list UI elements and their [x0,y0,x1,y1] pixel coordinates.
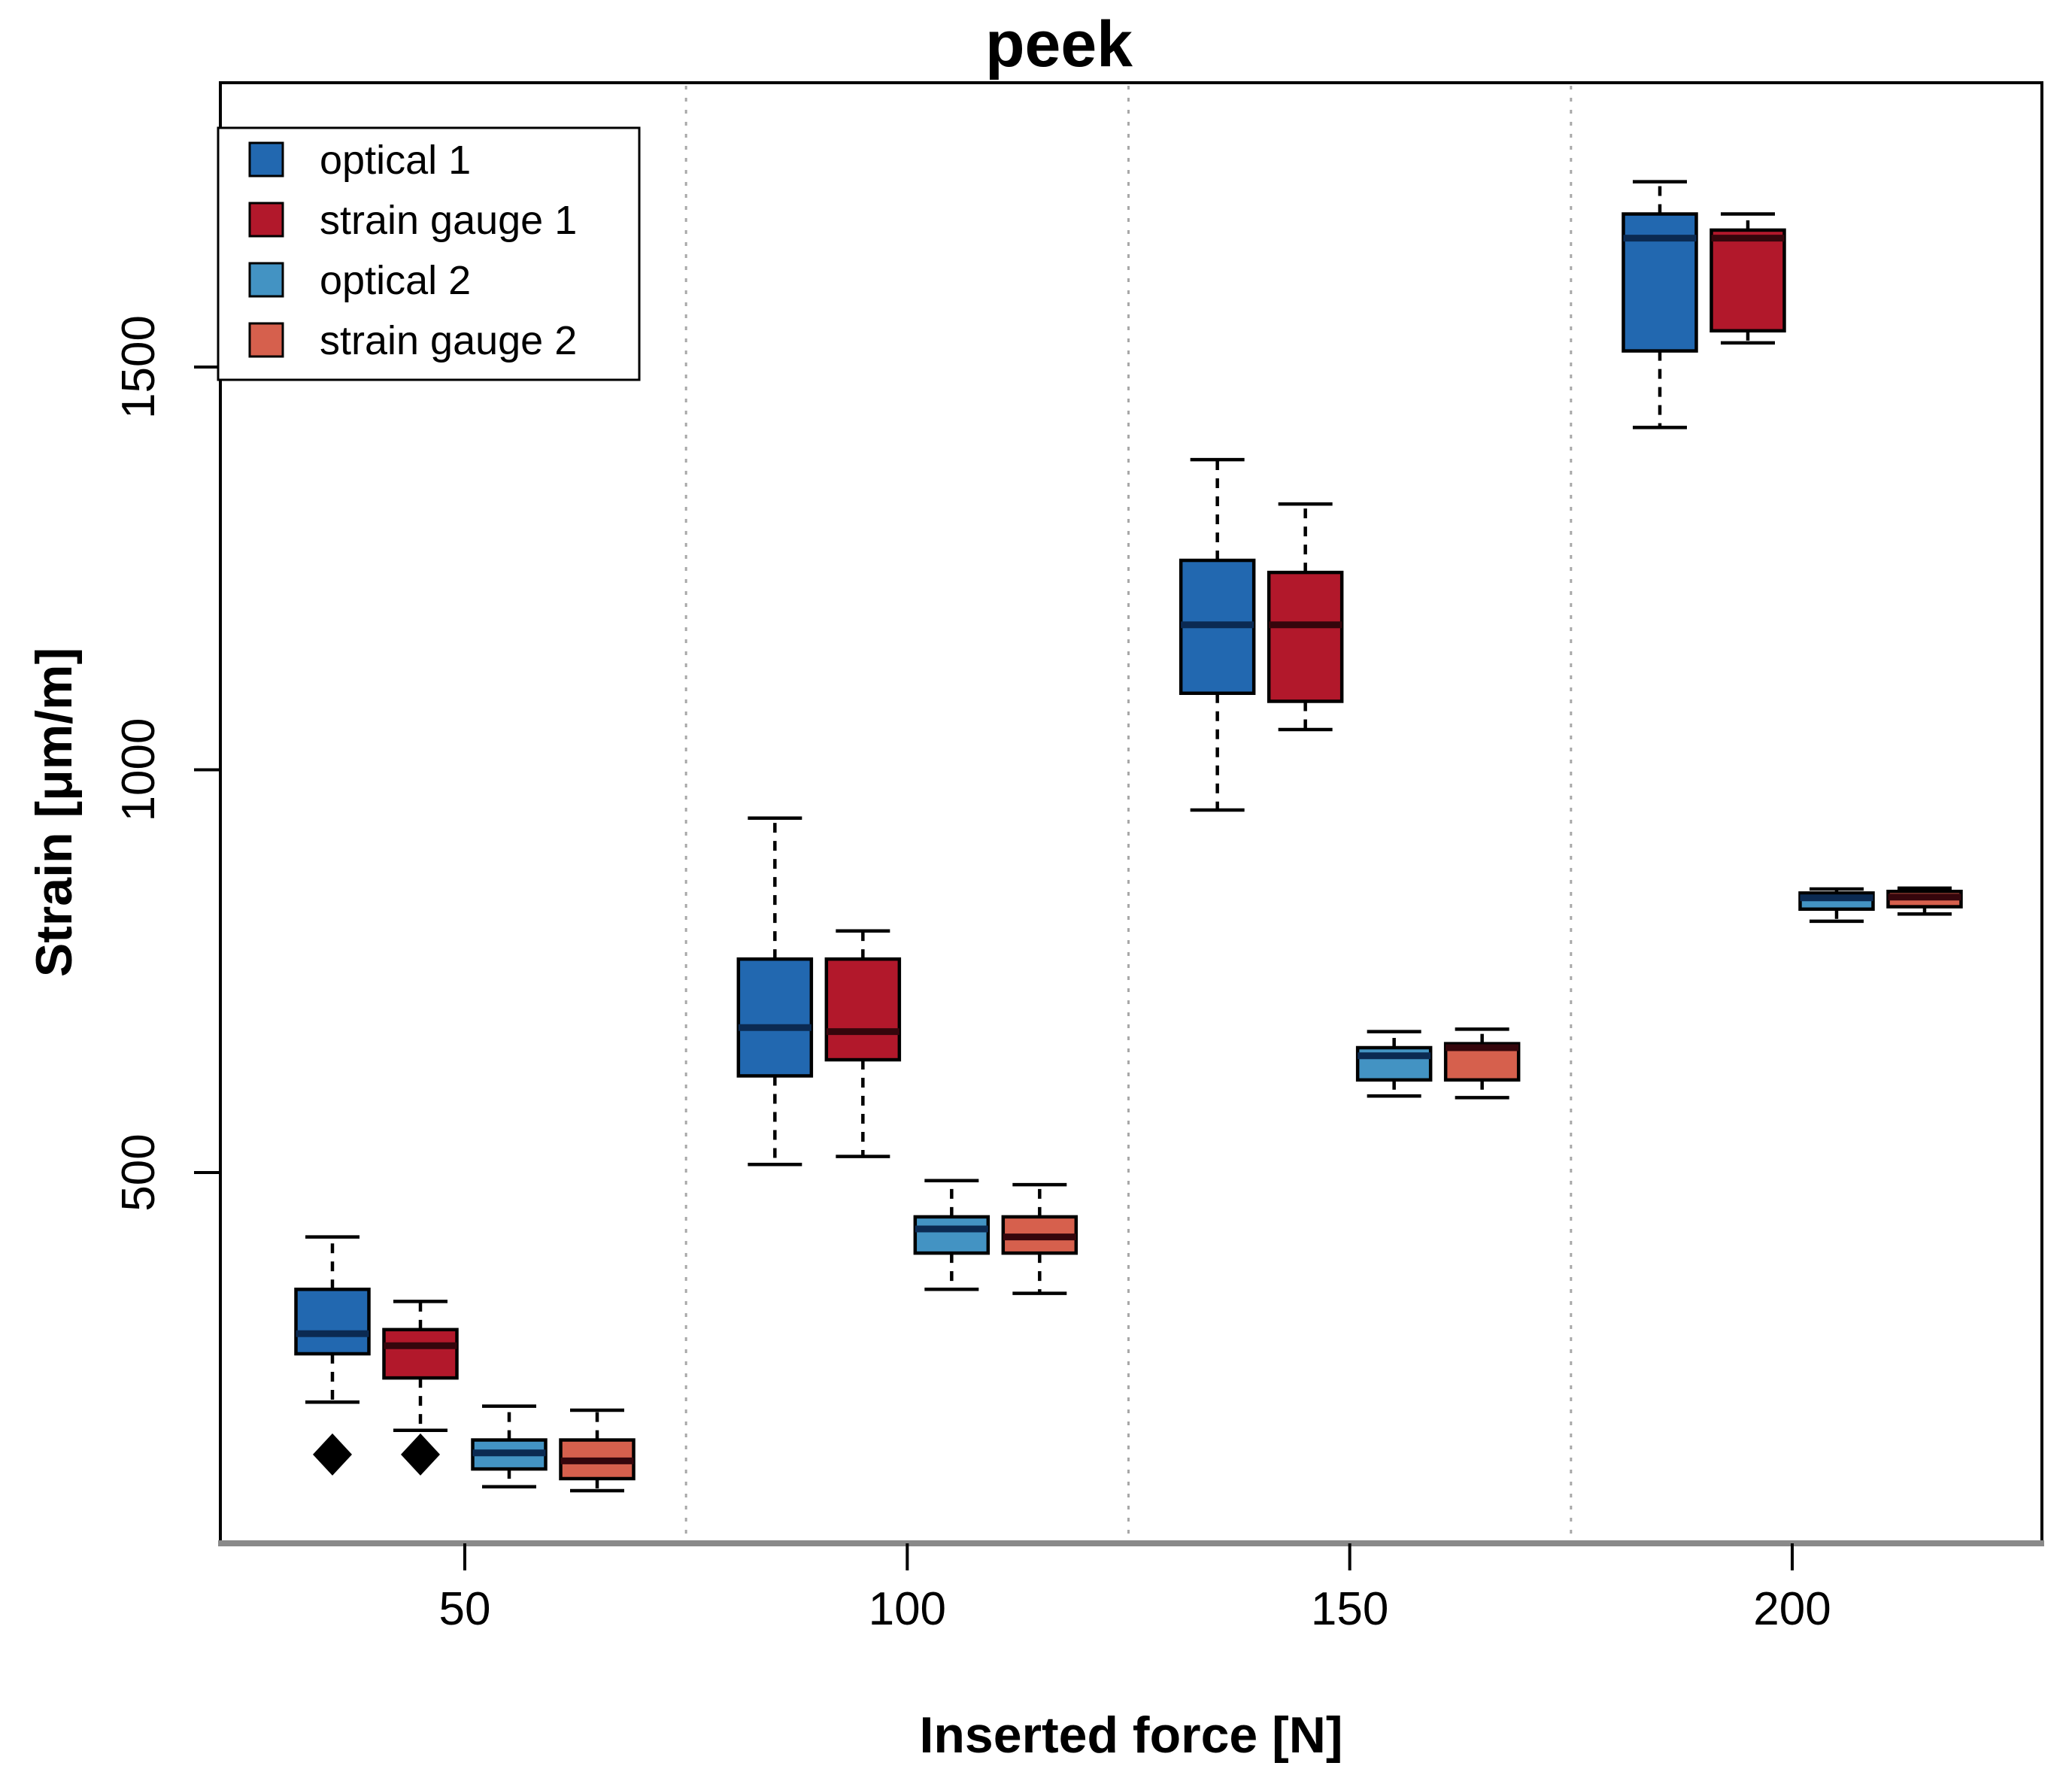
x-tick-label: 150 [1311,1583,1388,1635]
legend-label-optical-2: optical 2 [320,258,471,303]
boxplot-optical-2-50N [471,1404,548,1488]
legend-swatch-strain-gauge-1 [248,202,284,238]
boxplot-strain-gauge-2-50N [559,1408,636,1493]
legend-swatch-strain-gauge-2 [248,322,284,358]
boxplot-optical-1-150N [1179,457,1256,812]
boxplot-optical-1-100N [736,816,814,1167]
boxplot-strain-gauge-1-50N [382,1300,459,1476]
boxplot-strain-gauge-2-200N [1886,886,1963,916]
legend-box [217,126,641,381]
axis-ticks: 500 1000 1500 50 100 150 200 [113,315,1831,1635]
box-iqr [913,1215,990,1255]
box-iqr [736,957,814,1078]
box-iqr [1267,570,1344,703]
y-tick-label: 1500 [113,315,165,419]
outlier-diamond [401,1433,440,1476]
group-separators [684,86,1573,1539]
boxplot-strain-gauge-1-150N [1267,502,1344,732]
boxplot-strain-gauge-2-100N [1001,1182,1078,1295]
outlier-diamond [313,1433,352,1476]
box-iqr [382,1327,459,1380]
boxplot-strain-gauge-1-100N [824,929,902,1158]
legend-swatch-optical-2 [248,262,284,298]
y-tick-label: 500 [113,1133,165,1211]
chart-title: peek [985,8,1133,80]
y-axis-label: Strain [μm/m] [26,648,83,977]
legend-label-strain-gauge-1: strain gauge 1 [320,198,577,243]
boxplot-strain-gauge-2-150N [1443,1027,1521,1100]
legend: optical 1 strain gauge 1 optical 2 strai… [217,126,641,381]
boxplot-optical-2-200N [1798,887,1875,924]
boxplot-optical-1-50N [294,1235,371,1476]
x-axis-label: Inserted force [N] [920,1707,1343,1764]
box-iqr [1621,212,1698,353]
box-iqr [1709,228,1786,333]
x-tick-label: 50 [439,1583,491,1635]
boxplot-strain-gauge-1-200N [1709,212,1786,345]
x-tick-label: 200 [1753,1583,1831,1635]
box-iqr [294,1288,371,1356]
legend-swatch-optical-1 [248,141,284,177]
y-tick-label: 1000 [113,718,165,822]
legend-label-strain-gauge-2: strain gauge 2 [320,318,577,363]
boxplot-layer [294,180,1963,1493]
legend-label-optical-1: optical 1 [320,138,471,183]
boxplot-optical-2-150N [1355,1030,1433,1098]
boxplot-optical-2-100N [913,1179,990,1291]
box-iqr [824,957,902,1062]
boxplot-optical-1-200N [1621,180,1698,429]
x-tick-label: 100 [869,1583,946,1635]
